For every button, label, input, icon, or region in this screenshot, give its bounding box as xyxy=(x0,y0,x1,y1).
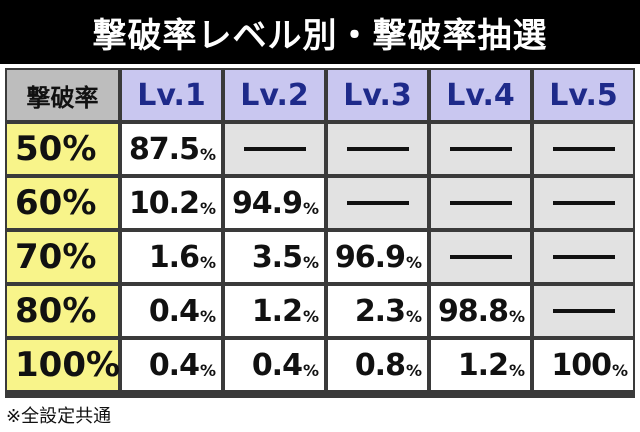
probability-cell: 98.8% xyxy=(429,284,532,338)
percent-sign: % xyxy=(302,199,319,218)
percent-sign: % xyxy=(302,253,319,272)
percent-sign: % xyxy=(302,307,319,326)
column-header-lv4: Lv.4 xyxy=(429,68,532,122)
probability-value: 10.2 xyxy=(128,185,200,221)
probability-value: 1.2 xyxy=(251,293,303,329)
probability-value: 96.9 xyxy=(334,239,406,275)
probability-cell: 1.2% xyxy=(429,338,532,392)
not-applicable-cell xyxy=(429,122,532,176)
percent-sign: % xyxy=(405,253,422,272)
probability-value: 0.4 xyxy=(148,347,200,383)
percent-sign: % xyxy=(199,307,216,326)
probability-value: 0.4 xyxy=(148,293,200,329)
not-applicable-cell xyxy=(326,176,429,230)
probability-value: 2.3 xyxy=(354,293,406,329)
probability-cell: 1.6% xyxy=(120,230,223,284)
dash-icon xyxy=(552,147,615,151)
row-header: 60% xyxy=(5,176,120,230)
column-header-lv1: Lv.1 xyxy=(120,68,223,122)
probability-value: 1.2 xyxy=(457,347,509,383)
row-header: 80% xyxy=(5,284,120,338)
probability-cell: 96.9% xyxy=(326,230,429,284)
page-title: 撃破率レベル別・撃破率抽選 xyxy=(0,0,640,64)
percent-sign: % xyxy=(199,199,216,218)
probability-value: 3.5 xyxy=(251,239,303,275)
percent-sign: % xyxy=(302,361,319,380)
dash-icon xyxy=(346,201,409,205)
footnote: ※全設定共通 xyxy=(6,406,112,427)
percent-sign: % xyxy=(611,361,628,380)
not-applicable-cell xyxy=(429,230,532,284)
probability-cell: 87.5% xyxy=(120,122,223,176)
corner-header: 撃破率 xyxy=(5,68,120,122)
not-applicable-cell xyxy=(429,176,532,230)
probability-cell: 1.2% xyxy=(223,284,326,338)
probability-value: 94.9 xyxy=(231,185,303,221)
row-header: 100% xyxy=(5,338,120,392)
probability-cell: 0.4% xyxy=(120,284,223,338)
percent-sign: % xyxy=(405,361,422,380)
percent-sign: % xyxy=(508,361,525,380)
not-applicable-cell xyxy=(326,122,429,176)
dash-icon xyxy=(552,201,615,205)
dash-icon xyxy=(346,147,409,151)
probability-cell: 10.2% xyxy=(120,176,223,230)
probability-value: 98.8 xyxy=(437,293,509,329)
dash-icon xyxy=(449,255,512,259)
column-header-lv2: Lv.2 xyxy=(223,68,326,122)
probability-cell: 0.4% xyxy=(120,338,223,392)
column-header-lv3: Lv.3 xyxy=(326,68,429,122)
column-header-lv5: Lv.5 xyxy=(532,68,635,122)
probability-cell: 2.3% xyxy=(326,284,429,338)
probability-value: 100 xyxy=(551,347,612,383)
probability-cell: 0.8% xyxy=(326,338,429,392)
dash-icon xyxy=(449,147,512,151)
probability-cell: 3.5% xyxy=(223,230,326,284)
not-applicable-cell xyxy=(532,230,635,284)
not-applicable-cell xyxy=(532,176,635,230)
probability-value: 1.6 xyxy=(148,239,200,275)
probability-cell: 94.9% xyxy=(223,176,326,230)
probability-cell: 0.4% xyxy=(223,338,326,392)
probability-value: 87.5 xyxy=(128,131,200,167)
dash-icon xyxy=(552,255,615,259)
dash-icon xyxy=(243,147,306,151)
not-applicable-cell xyxy=(223,122,326,176)
probability-table: 撃破率 Lv.1 Lv.2 Lv.3 Lv.4 Lv.5 50% 87.5% 60% 10.2%… xyxy=(5,68,635,398)
dash-icon xyxy=(552,309,615,313)
dash-icon xyxy=(449,201,512,205)
percent-sign: % xyxy=(199,361,216,380)
percent-sign: % xyxy=(508,307,525,326)
row-header: 70% xyxy=(5,230,120,284)
probability-value: 0.4 xyxy=(251,347,303,383)
probability-value: 0.8 xyxy=(354,347,406,383)
percent-sign: % xyxy=(405,307,422,326)
not-applicable-cell xyxy=(532,284,635,338)
percent-sign: % xyxy=(199,253,216,272)
row-header: 50% xyxy=(5,122,120,176)
percent-sign: % xyxy=(199,145,216,164)
probability-cell: 100% xyxy=(532,338,635,392)
not-applicable-cell xyxy=(532,122,635,176)
